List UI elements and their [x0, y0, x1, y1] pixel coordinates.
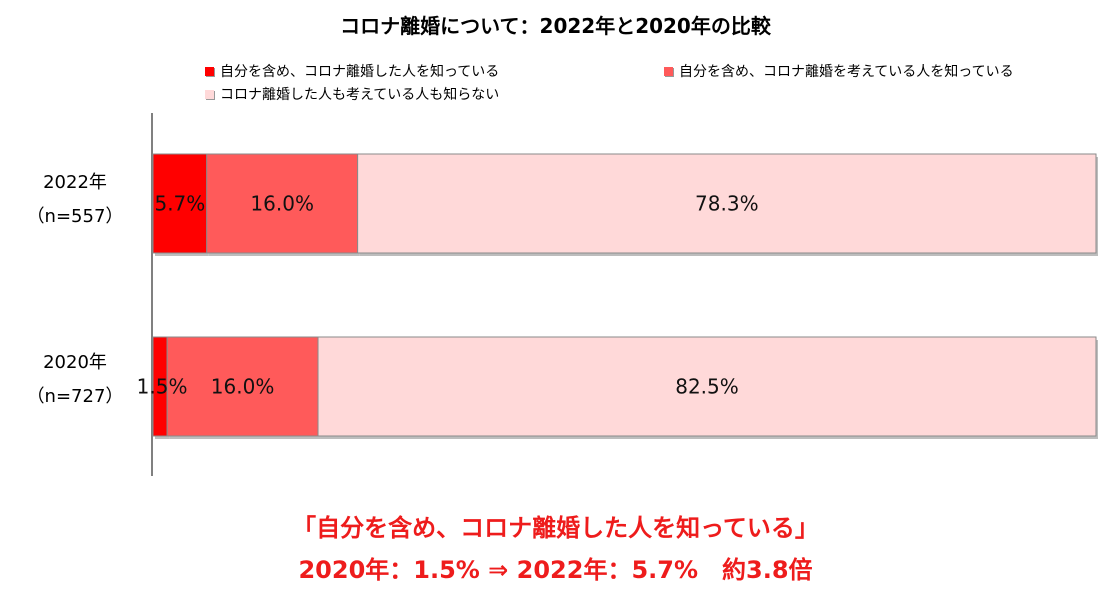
legend-swatch-neither [205, 89, 214, 99]
legend-item-considering: 自分を含め、コロナ離婚を考えている人を知っている [664, 61, 1014, 81]
category-label-2022: 2022年 （n=557） [10, 166, 140, 234]
legend-label-neither: コロナ離婚した人も考えている人も知らない [220, 87, 500, 103]
bar-label-1-0: 1.5% [137, 375, 188, 399]
legend-item-neither: コロナ離婚した人も考えている人も知らない [205, 84, 499, 104]
bar-label-0-2: 78.3% [695, 192, 759, 216]
legend-label-considering: 自分を含め、コロナ離婚を考えている人を知っている [679, 64, 1014, 80]
bar-segment-0-2 [357, 153, 1097, 254]
bar-label-1-2: 82.5% [675, 375, 739, 399]
bar-segment-1-2 [317, 336, 1097, 437]
category-year-2022: 2022年 [43, 172, 107, 193]
bar-segment-1-1 [166, 336, 319, 437]
legend-swatch-considering [664, 66, 673, 76]
highlight-note-line1: 「自分を含め、コロナ離婚した人を知っている」 [292, 514, 819, 542]
category-n-2020: （n=727） [26, 386, 124, 407]
bar-label-1-1: 16.0% [211, 375, 275, 399]
legend-swatch-divorced [205, 66, 214, 76]
category-year-2020: 2020年 [43, 352, 107, 373]
category-n-2022: （n=557） [26, 206, 124, 227]
legend-item-divorced: 自分を含め、コロナ離婚した人を知っている [205, 61, 499, 81]
legend-label-divorced: 自分を含め、コロナ離婚した人を知っている [220, 64, 500, 80]
chart-title: コロナ離婚について：2022年と2020年の比較 [340, 14, 771, 38]
highlight-note-line2: 2020年：1.5% ⇒ 2022年：5.7% 約3.8倍 [298, 556, 813, 584]
category-label-2020: 2020年 （n=727） [10, 346, 140, 414]
bar-label-0-1: 16.0% [250, 192, 314, 216]
bar-label-0-0: 5.7% [154, 192, 205, 216]
